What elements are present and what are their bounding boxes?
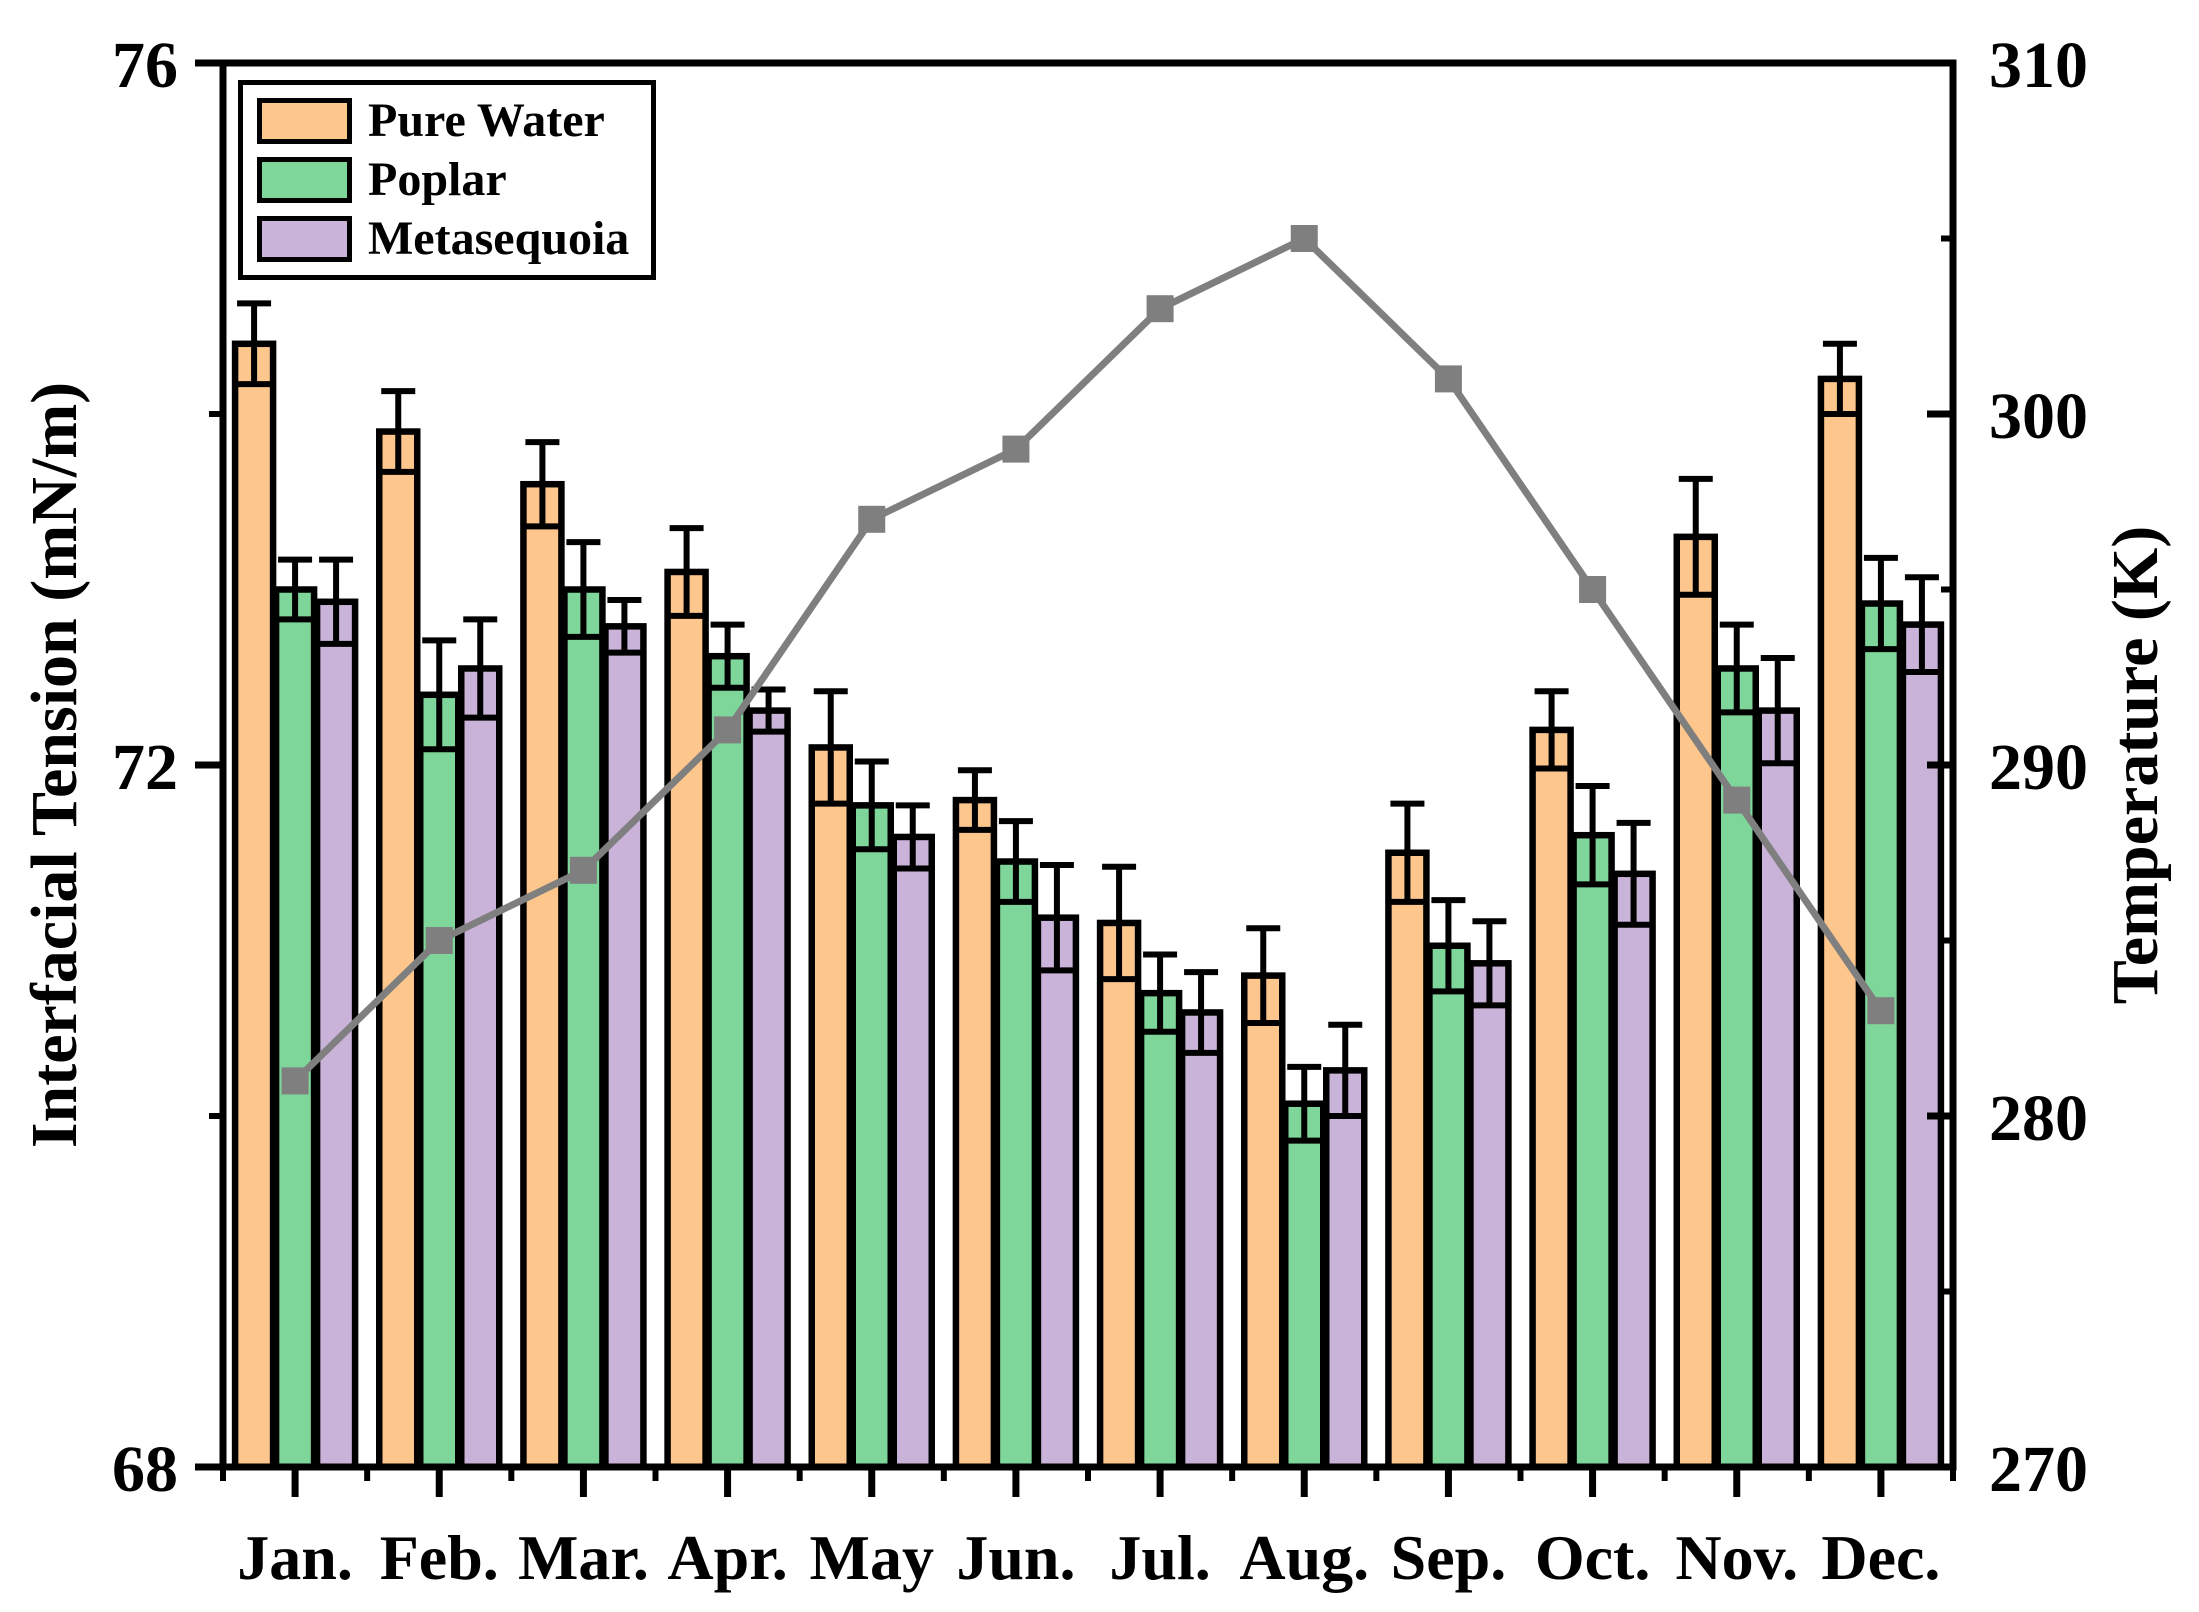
month-tick-label: Aug. xyxy=(1239,1522,1369,1593)
bar xyxy=(1858,600,1904,1471)
temperature-marker xyxy=(858,505,886,533)
bar xyxy=(1137,989,1183,1471)
bar xyxy=(808,744,853,1471)
right-tick-label: 290 xyxy=(1989,731,2088,804)
left-tick-label: 76 xyxy=(112,29,178,102)
temperature-marker xyxy=(1146,295,1174,323)
legend-label: Metasequoia xyxy=(368,211,630,265)
month-tick-label: Jun. xyxy=(956,1522,1075,1593)
tick-labels: 68 72 76 270 280 290 300 310 Jan. Feb. Mar. Apr. May… xyxy=(112,29,2088,1593)
bars-group xyxy=(231,340,1945,1471)
month-tick-label: Feb. xyxy=(380,1522,499,1593)
legend-item-metasequoia: Metasequoia xyxy=(257,211,630,266)
bar xyxy=(272,586,318,1471)
bar xyxy=(1034,914,1080,1471)
bar xyxy=(1096,919,1142,1471)
bar xyxy=(1426,942,1471,1471)
temperature-marker xyxy=(1434,365,1462,393)
left-tick-label: 68 xyxy=(112,1433,178,1506)
bar xyxy=(849,802,894,1471)
pure-water-swatch-icon xyxy=(257,98,352,145)
temperature-marker xyxy=(1579,576,1607,603)
temperature-marker xyxy=(425,927,453,954)
bar xyxy=(952,796,998,1471)
bar xyxy=(993,858,1039,1471)
right-tick-label: 300 xyxy=(1989,380,2088,453)
temperature-marker xyxy=(714,716,742,744)
month-tick-label: Nov. xyxy=(1675,1522,1798,1593)
right-tick-label: 280 xyxy=(1989,1082,2088,1155)
bar xyxy=(313,598,359,1471)
month-tick-label: Apr. xyxy=(667,1522,787,1593)
bar xyxy=(1385,849,1430,1471)
temperature-polyline xyxy=(292,235,1884,1084)
month-tick-label: May xyxy=(810,1522,934,1593)
temperature-marker xyxy=(1723,786,1751,814)
error-bars-group xyxy=(237,300,1939,1144)
legend-label: Pure Water xyxy=(368,94,605,147)
month-tick-label: Mar. xyxy=(518,1522,649,1593)
month-tick-label: Jan. xyxy=(237,1522,353,1593)
right-axis-title: Temperature (K) xyxy=(2099,525,2172,1005)
bar xyxy=(664,568,709,1471)
metasequoia-swatch-icon xyxy=(257,215,352,262)
bar xyxy=(561,586,606,1471)
right-tick-label: 270 xyxy=(1989,1433,2088,1506)
bar xyxy=(705,652,750,1471)
left-axis-title: Interfacial Tension (mN/m) xyxy=(18,381,91,1149)
bar xyxy=(458,665,503,1471)
bar xyxy=(1755,707,1800,1471)
bar xyxy=(1570,831,1615,1471)
axis-ticks xyxy=(195,59,1956,1497)
bar xyxy=(1178,1009,1224,1471)
bar xyxy=(890,833,935,1471)
month-tick-label: Sep. xyxy=(1391,1522,1507,1593)
bar xyxy=(746,707,791,1471)
bar xyxy=(1467,960,1512,1471)
right-tick-label: 310 xyxy=(1989,29,2088,102)
bar xyxy=(1241,972,1286,1471)
legend: Pure Water Poplar Metasequoia xyxy=(238,80,657,281)
month-tick-label: Oct. xyxy=(1535,1522,1651,1593)
bar xyxy=(376,428,421,1471)
bar xyxy=(1611,870,1656,1471)
poplar-swatch-icon xyxy=(257,157,352,204)
month-tick-label: Dec. xyxy=(1821,1522,1940,1593)
temperature-marker xyxy=(1002,435,1030,463)
temperature-marker xyxy=(1867,997,1895,1025)
left-tick-label: 72 xyxy=(112,731,178,804)
bar xyxy=(231,340,277,1471)
bar xyxy=(1899,621,1945,1471)
temperature-line xyxy=(281,225,1895,1095)
bar xyxy=(1529,726,1574,1471)
bar xyxy=(417,691,462,1471)
bar xyxy=(1673,533,1718,1471)
bar xyxy=(1323,1067,1368,1471)
month-tick-label: Jul. xyxy=(1109,1522,1210,1593)
legend-item-pure-water: Pure Water xyxy=(257,94,629,148)
bar xyxy=(520,480,565,1471)
bar xyxy=(602,623,647,1471)
bar xyxy=(1817,375,1863,1471)
legend-item-poplar: Poplar xyxy=(257,152,629,207)
bar xyxy=(1282,1100,1327,1471)
temperature-marker xyxy=(281,1067,309,1095)
temperature-marker xyxy=(1290,225,1318,252)
temperature-marker xyxy=(569,856,597,884)
legend-label: Poplar xyxy=(368,152,507,206)
